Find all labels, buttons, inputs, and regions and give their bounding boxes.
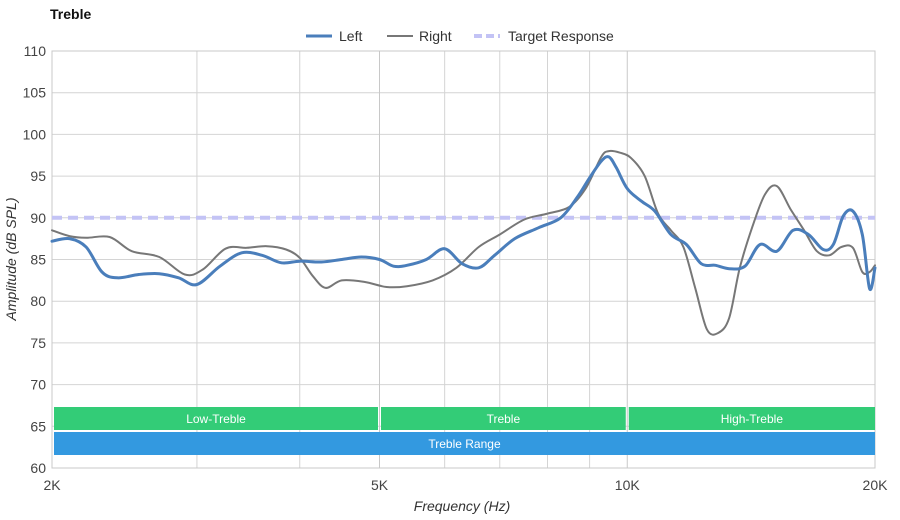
axis-layer: 60 65 70 75 80 85 90 95 100 105 110 2K 5K 10K 20K (23, 43, 888, 493)
series-layer (50, 149, 877, 336)
y-tick-label: 110 (24, 43, 47, 59)
band-label: Treble (487, 412, 521, 426)
x-axis-title: Frequency (Hz) (414, 498, 510, 514)
legend-label: Target Response (508, 28, 614, 44)
plot-frame (51, 50, 876, 469)
band-treble-range (54, 432, 875, 455)
legend-label: Left (339, 28, 362, 44)
y-tick-label: 90 (30, 210, 46, 226)
x-tick-label: 2K (43, 477, 61, 493)
y-tick-label: 100 (23, 126, 47, 142)
y-tick-label: 60 (30, 460, 46, 476)
chart-title: Treble (50, 6, 92, 22)
y-tick-label: 70 (30, 377, 46, 393)
y-tick-label: 80 (30, 293, 46, 309)
legend-label: Right (419, 28, 452, 44)
band-label: High-Treble (721, 412, 784, 426)
frequency-bands: Low-Treble Treble High-Treble Treble Range (54, 407, 875, 455)
x-tick-label: 5K (371, 477, 389, 493)
y-tick-label: 75 (30, 335, 46, 351)
y-tick-label: 85 (30, 252, 46, 268)
y-tick-label: 95 (30, 168, 46, 184)
y-tick-label: 65 (30, 418, 46, 434)
y-axis-title: Amplitude (dB SPL) (3, 198, 19, 322)
band-label: Low-Treble (186, 412, 246, 426)
band-label: Treble Range (428, 437, 501, 451)
grid-layer (51, 50, 876, 469)
x-tick-label: 10K (615, 477, 641, 493)
series-line-right (51, 149, 876, 336)
series-line-left (50, 155, 877, 292)
legend: Left Right Target Response (306, 28, 614, 44)
band-high-treble (628, 407, 875, 430)
band-low-treble (54, 407, 379, 430)
band-treble (381, 407, 626, 430)
y-tick-label: 105 (23, 85, 47, 101)
x-tick-label: 20K (863, 477, 889, 493)
